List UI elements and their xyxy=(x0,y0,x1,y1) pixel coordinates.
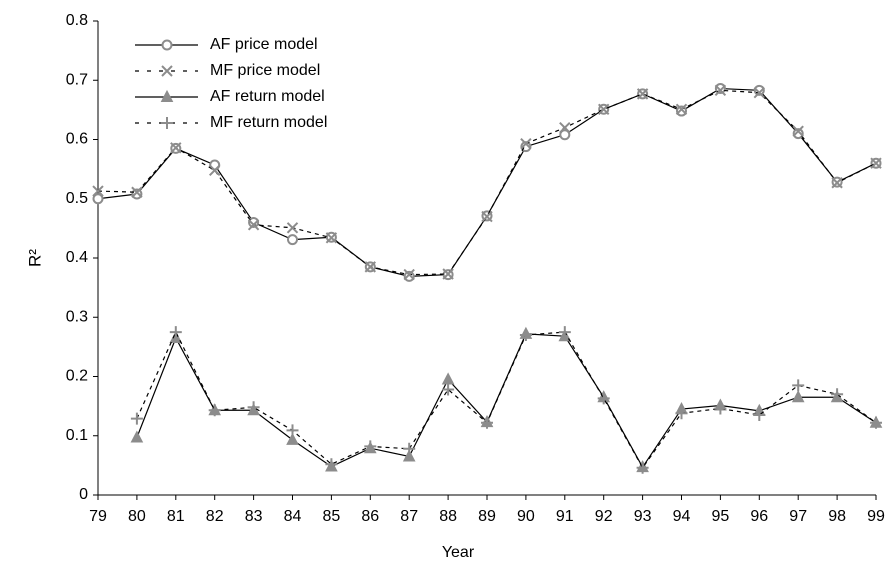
marker xyxy=(286,424,299,437)
marker xyxy=(92,185,104,197)
y-tick-label: 0.5 xyxy=(66,190,88,207)
marker xyxy=(792,125,804,137)
marker xyxy=(714,402,727,415)
x-tick-label: 93 xyxy=(634,508,652,525)
marker xyxy=(131,188,143,200)
marker xyxy=(831,177,843,189)
marker xyxy=(364,440,377,453)
y-tick-label: 0.7 xyxy=(66,71,88,88)
legend-label: MF price model xyxy=(210,62,320,79)
marker xyxy=(558,326,571,339)
marker xyxy=(714,84,727,97)
marker xyxy=(675,407,688,420)
marker xyxy=(481,416,493,429)
y-tick-label: 0.6 xyxy=(66,131,88,148)
x-tick-label: 79 xyxy=(89,508,107,525)
marker xyxy=(520,137,532,150)
x-tick-label: 96 xyxy=(750,508,768,525)
y-axis-label: R² xyxy=(25,249,44,267)
x-tick-label: 87 xyxy=(400,508,418,525)
marker xyxy=(559,121,571,134)
y-tick-label: 0.8 xyxy=(66,12,88,29)
y-tick-label: 0.4 xyxy=(66,249,88,266)
marker xyxy=(248,216,260,228)
marker xyxy=(247,219,260,231)
marker xyxy=(170,142,182,154)
marker xyxy=(325,232,338,244)
x-tick-label: 91 xyxy=(556,508,574,525)
marker xyxy=(441,372,455,385)
series-line xyxy=(136,333,877,469)
x-tick-label: 99 xyxy=(867,508,885,525)
legend-marker xyxy=(160,89,174,102)
marker xyxy=(791,390,805,403)
x-tick-label: 90 xyxy=(517,508,535,525)
marker xyxy=(130,430,144,443)
marker xyxy=(519,329,532,342)
legend-marker xyxy=(161,39,173,51)
x-tick-label: 82 xyxy=(206,508,224,525)
marker xyxy=(753,86,766,99)
x-tick-label: 80 xyxy=(128,508,146,525)
legend-label: AF price model xyxy=(210,36,318,53)
marker xyxy=(402,449,416,462)
marker xyxy=(287,234,298,246)
marker xyxy=(169,326,182,339)
marker xyxy=(636,88,649,100)
marker xyxy=(792,128,804,140)
x-tick-label: 81 xyxy=(167,508,185,525)
marker xyxy=(870,157,882,169)
marker xyxy=(442,383,455,396)
marker xyxy=(403,442,416,455)
marker xyxy=(208,164,221,177)
x-tick-label: 94 xyxy=(673,508,691,525)
x-tick-label: 98 xyxy=(828,508,846,525)
marker xyxy=(286,432,299,445)
marker xyxy=(831,388,844,401)
marker xyxy=(286,222,299,234)
legend-marker xyxy=(161,117,173,129)
legend-label: MF return model xyxy=(210,114,327,131)
y-tick-label: 0.3 xyxy=(66,308,88,325)
marker xyxy=(597,103,610,115)
x-tick-label: 97 xyxy=(789,508,807,525)
x-tick-label: 95 xyxy=(712,508,730,525)
x-tick-label: 83 xyxy=(245,508,263,525)
marker xyxy=(92,193,104,205)
x-tick-label: 85 xyxy=(323,508,341,525)
marker xyxy=(130,412,143,425)
marker xyxy=(675,103,688,115)
series-line xyxy=(136,330,877,469)
x-tick-label: 86 xyxy=(361,508,379,525)
marker xyxy=(559,129,571,141)
x-tick-label: 92 xyxy=(595,508,613,525)
marker xyxy=(792,379,805,392)
marker xyxy=(208,404,221,417)
x-axis-label: Year xyxy=(442,544,475,561)
x-tick-label: 84 xyxy=(284,508,302,525)
marker xyxy=(364,261,377,273)
y-tick-label: 0.2 xyxy=(66,368,88,385)
marker xyxy=(403,268,415,281)
marker xyxy=(753,409,766,422)
marker xyxy=(442,268,454,280)
y-tick-label: 0.1 xyxy=(66,427,88,444)
marker xyxy=(131,186,143,198)
legend-marker xyxy=(161,65,173,77)
x-tick-label: 89 xyxy=(478,508,496,525)
marker xyxy=(325,458,338,471)
marker xyxy=(597,392,610,405)
y-tick-label: 0 xyxy=(79,486,88,503)
marker xyxy=(636,461,649,474)
legend-label: AF return model xyxy=(210,88,325,105)
marker xyxy=(870,416,882,429)
marker xyxy=(247,401,260,414)
marker xyxy=(481,210,493,223)
x-tick-label: 88 xyxy=(439,508,457,525)
